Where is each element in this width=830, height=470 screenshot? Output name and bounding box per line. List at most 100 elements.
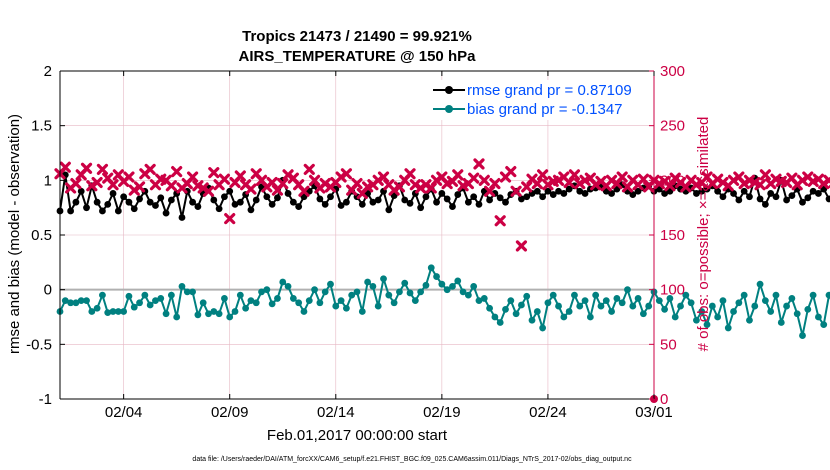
obs-assimilated-marker <box>266 176 278 189</box>
bias-point <box>369 282 377 290</box>
rmse-point <box>560 190 568 197</box>
rmse-point <box>406 199 414 207</box>
bias-point <box>162 310 170 318</box>
y2-tick-label: 250 <box>660 118 685 135</box>
rmse-point <box>788 192 796 200</box>
y2-axis-label: # of obs: o=possible; ×=assimilated <box>695 117 712 352</box>
bias-point <box>608 308 615 315</box>
y-axis-label: rmse and bias (model - observation) <box>6 114 23 354</box>
bias-point <box>406 289 414 297</box>
y-tick-label: -1 <box>39 391 52 408</box>
bias-point <box>236 291 244 299</box>
rmse-point <box>67 207 75 215</box>
rmse-point <box>443 195 451 203</box>
obs-assimilated-marker <box>107 179 119 191</box>
y2-tick-label: 200 <box>660 172 685 189</box>
rmse-point <box>464 198 472 206</box>
bias-point <box>507 297 515 304</box>
rmse-point <box>825 195 830 203</box>
rmse-point <box>178 214 186 221</box>
bias-point <box>274 295 281 302</box>
obs-assimilated-marker <box>452 169 464 181</box>
rmse-point <box>337 202 345 209</box>
rmse-point <box>252 196 260 204</box>
obs-assimilated-marker <box>404 168 416 180</box>
rmse-point <box>449 203 456 210</box>
obs-assimilated-marker <box>133 181 146 193</box>
bias-point <box>777 319 785 326</box>
x-tick-label: 02/04 <box>105 404 143 421</box>
bias-point <box>83 297 90 304</box>
bias-point <box>443 286 451 294</box>
obs-assimilated-marker <box>478 174 490 186</box>
bias-point <box>698 308 706 315</box>
rmse-point <box>809 187 817 195</box>
obs-assimilated-marker <box>340 168 352 180</box>
obs-assimilated-marker <box>70 178 82 190</box>
rmse-point <box>629 191 637 198</box>
bias-point <box>804 305 812 313</box>
y2-tick-label: 150 <box>660 227 685 244</box>
bias-point <box>422 281 430 289</box>
rmse-point <box>486 196 493 204</box>
bias-point <box>788 295 796 302</box>
bias-point <box>401 279 409 287</box>
y2-tick-label: 100 <box>660 282 685 299</box>
bias-point <box>99 291 106 299</box>
rmse-point <box>454 191 462 198</box>
rmse-point <box>735 196 743 204</box>
bias-point <box>433 273 440 280</box>
bias-point <box>677 302 684 310</box>
rmse-point <box>730 190 737 197</box>
rmse-point <box>401 196 409 204</box>
rmse-point <box>295 203 303 210</box>
bias-point <box>560 313 568 321</box>
obs-assimilated-marker <box>489 178 501 190</box>
rmse-point <box>93 198 101 206</box>
rmse-point <box>162 209 170 217</box>
rmse-point <box>433 198 440 206</box>
obs-assimilated-marker <box>91 176 103 189</box>
rmse-point <box>109 190 117 197</box>
bias-point <box>342 304 350 312</box>
bias-point <box>438 280 446 288</box>
rmse-point <box>210 196 218 204</box>
rmse-point <box>120 193 128 201</box>
obs-assimilated-marker <box>754 179 766 191</box>
rmse-point <box>385 206 393 214</box>
rmse-point <box>565 185 573 193</box>
bias-point <box>719 297 727 304</box>
bias-point <box>353 288 361 296</box>
obs-assimilated-marker <box>521 181 533 193</box>
bias-point <box>756 280 764 288</box>
bias-point <box>618 299 626 307</box>
bias-point <box>799 332 806 339</box>
bias-point <box>549 291 557 299</box>
rmse-point <box>284 190 292 197</box>
plot-area <box>54 158 830 403</box>
bias-point <box>655 297 663 304</box>
obs-assimilated-marker <box>505 165 517 178</box>
bias-point <box>61 297 69 304</box>
obs-assimilated-marker <box>664 180 676 192</box>
bias-point <box>761 297 769 304</box>
rmse-point <box>221 193 228 201</box>
bias-point <box>67 299 75 307</box>
rmse-point <box>549 191 557 198</box>
bias-point <box>454 277 462 285</box>
bias-point <box>714 313 722 321</box>
rmse-point <box>475 200 483 208</box>
bias-point <box>475 297 483 304</box>
bias-point <box>93 304 101 312</box>
bias-point <box>396 288 403 296</box>
rmse-point <box>634 187 642 195</box>
bias-point <box>793 310 801 318</box>
rmse-point <box>215 205 223 213</box>
bias-point <box>746 316 753 324</box>
obs-assimilated-marker <box>186 171 199 183</box>
bias-point <box>385 291 393 299</box>
rmse-point <box>470 193 478 201</box>
obs-assimilated-marker <box>425 182 437 194</box>
bias-point <box>586 313 594 321</box>
bias-point <box>284 282 292 290</box>
